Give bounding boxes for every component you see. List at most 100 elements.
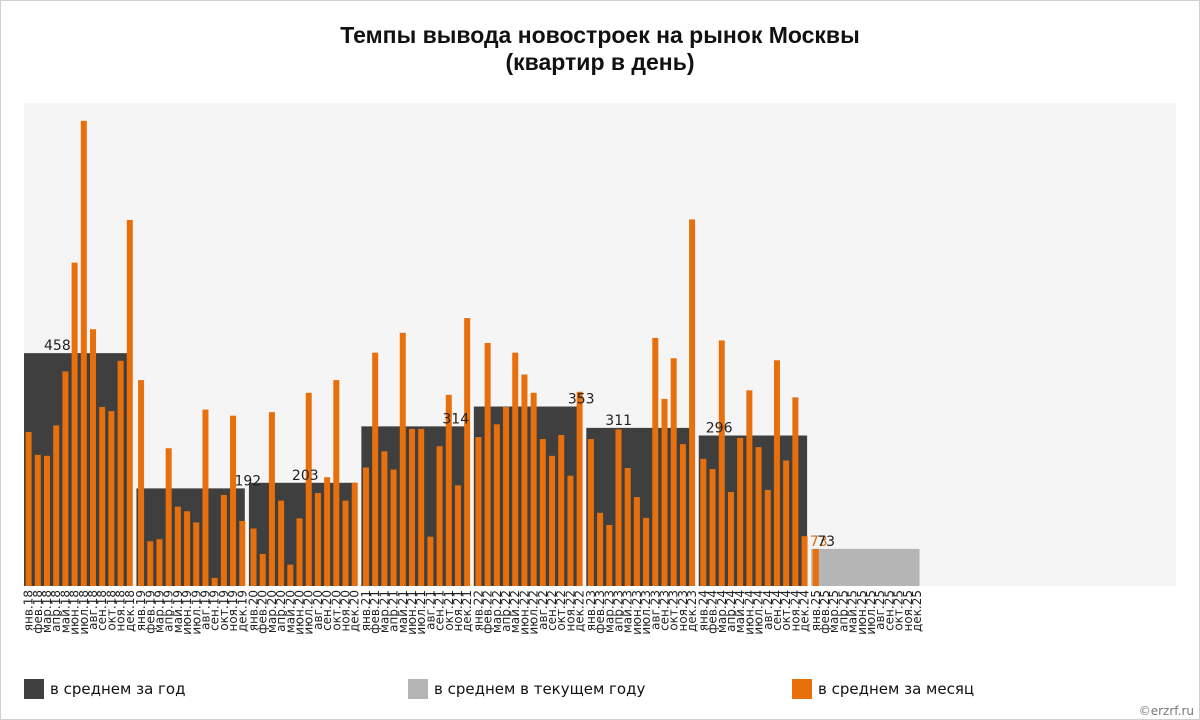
monthly-bar: [408, 428, 415, 586]
monthly-bar: [25, 431, 32, 586]
annual-value-label: 203: [292, 468, 319, 484]
monthly-bar: [718, 340, 725, 586]
monthly-bar: [643, 517, 650, 586]
monthly-bar: [71, 262, 78, 586]
monthly-bar: [259, 553, 266, 586]
monthly-bar: [700, 458, 707, 586]
x-tick-label: апр.24: [724, 590, 738, 632]
chart-title: Темпы вывода новостроек на рынок Москвы …: [0, 22, 1200, 76]
x-tick-label: ноя.21: [451, 590, 465, 632]
monthly-bar: [597, 512, 604, 586]
x-tick-label: фев.22: [481, 590, 495, 634]
monthly-bar: [381, 451, 388, 586]
monthly-bar: [652, 337, 659, 586]
monthly-bar: [727, 491, 734, 586]
monthly-bar: [484, 342, 491, 586]
x-tick-label: май.21: [396, 590, 410, 633]
monthly-bar: [268, 412, 275, 586]
monthly-bar: [138, 380, 145, 586]
legend-swatch-annual: [24, 679, 44, 699]
monthly-bar: [239, 520, 246, 586]
chart-title-line-1: Темпы вывода новостроек на рынок Москвы: [340, 22, 860, 48]
monthly-bar: [351, 482, 358, 586]
monthly-bar: [530, 392, 537, 586]
x-tick-label: фев.20: [256, 590, 270, 634]
x-tick-label: июн.18: [68, 590, 82, 635]
monthly-bar: [372, 352, 379, 586]
x-tick-label: июл.25: [864, 590, 878, 635]
monthly-bar: [792, 397, 799, 586]
monthly-bar: [624, 468, 631, 586]
monthly-bar: [661, 398, 668, 586]
credit-text: ©erzrf.ru: [1138, 704, 1194, 718]
x-tick-label: июн.21: [405, 590, 419, 635]
monthly-bar: [193, 522, 200, 586]
monthly-bar: [62, 371, 69, 586]
monthly-bar: [202, 409, 209, 586]
monthly-bar: [679, 444, 686, 586]
x-tick-label: дек.25: [910, 590, 924, 632]
x-tick-label: янв.21: [359, 590, 373, 631]
x-tick-label: мар.24: [715, 590, 729, 633]
x-tick-label: авг.22: [536, 590, 550, 630]
monthly-bar: [390, 469, 397, 586]
monthly-bar: [764, 489, 771, 586]
monthly-bar: [333, 380, 340, 586]
monthly-bar: [755, 447, 762, 586]
monthly-bar: [156, 539, 163, 586]
monthly-bar: [80, 120, 87, 586]
monthly-bar: [576, 391, 583, 586]
x-tick-label: ноя.22: [563, 590, 577, 632]
x-tick-label: сен.24: [770, 590, 784, 631]
x-tick-label: янв.22: [471, 590, 485, 631]
x-tick-label: авг.21: [423, 590, 437, 630]
x-tick-label: янв.20: [247, 590, 261, 631]
x-tick-label: фев.21: [368, 590, 382, 634]
legend-swatch-current-year: [408, 679, 428, 699]
x-tick-label: май.23: [621, 590, 635, 633]
x-tick-label: апр.23: [612, 590, 626, 632]
x-tick-label: июл.18: [77, 590, 91, 635]
x-tick-label: ноя.23: [676, 590, 690, 632]
x-tick-label: окт.20: [329, 590, 343, 631]
monthly-bar: [454, 485, 461, 586]
legend-label-monthly: в среднем за месяц: [818, 680, 975, 698]
x-tick-label: ноя.25: [901, 590, 915, 632]
x-tick-label: окт.21: [442, 590, 456, 631]
monthly-bar: [342, 500, 349, 586]
x-tick-label: мар.25: [827, 590, 841, 633]
monthly-bar: [801, 536, 808, 586]
x-tick-label: ноя.20: [339, 590, 353, 632]
monthly-bar: [783, 460, 790, 586]
x-tick-label: дек.24: [798, 590, 812, 632]
monthly-bar: [521, 374, 528, 586]
x-tick-label: июл.23: [639, 590, 653, 635]
monthly-bar: [250, 528, 257, 586]
x-tick-label: авг.24: [761, 590, 775, 630]
monthly-bar: [475, 437, 482, 586]
monthly-bar: [445, 394, 452, 586]
x-tick-label: июл.21: [414, 590, 428, 635]
annual-value-label: 311: [605, 413, 632, 429]
x-tick-label: ноя.19: [226, 590, 240, 632]
x-tick-label: май.20: [283, 590, 297, 633]
x-tick-label: авг.20: [311, 590, 325, 630]
legend-swatch-monthly: [792, 679, 812, 699]
x-tick-label: янв.24: [696, 590, 710, 631]
x-tick-label: ноя.18: [114, 590, 128, 632]
monthly-bar: [53, 425, 60, 586]
x-tick-label: сен.22: [545, 590, 559, 631]
x-tick-label: апр.21: [387, 590, 401, 632]
monthly-bar: [427, 536, 434, 586]
monthly-bar: [539, 439, 546, 586]
annual-value-label: 458: [44, 338, 71, 354]
x-tick-label: июн.20: [293, 590, 307, 635]
x-tick-label: июн.23: [630, 590, 644, 635]
x-tick-label: май.22: [508, 590, 522, 633]
monthly-bar: [211, 577, 218, 586]
current-year-value-label: 73: [817, 534, 835, 550]
x-tick-label: авг.19: [198, 590, 212, 630]
x-tick-label: июл.22: [527, 590, 541, 635]
legend-item-current-year: в среднем в текущем году: [408, 678, 645, 700]
